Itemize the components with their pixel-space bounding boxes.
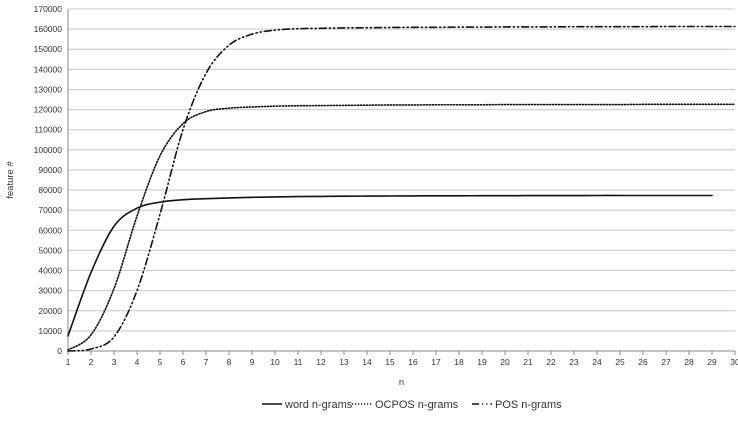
x-tick-label: 18 [454,357,464,367]
y-tick-label: 30000 [38,286,62,296]
x-tick-label: 29 [707,357,717,367]
series-line-word-n-grams [67,194,713,337]
y-tick-label: 40000 [38,266,62,276]
series-line-pos-n-grams [67,25,736,352]
y-axis-title: feature # [5,161,16,199]
x-tick-label: 25 [615,357,625,367]
x-tick-label: 28 [684,357,694,367]
x-tick-label: 10 [270,357,280,367]
axis-labels: n feature # [5,161,404,388]
x-tick-label: 8 [227,357,232,367]
x-tick-label: 13 [339,357,349,367]
y-tick-label: 70000 [38,205,62,215]
y-tick-label: 130000 [34,84,63,94]
x-tick-label: 30 [730,357,738,367]
gridlines [68,8,735,352]
series-line-ocpos-n-grams [67,103,736,351]
x-tick-label: 14 [362,357,372,367]
y-tick-label: 10000 [38,326,62,336]
y-tick-label: 20000 [38,306,62,316]
y-tick-label: 140000 [34,64,63,74]
x-tick-label: 23 [569,357,579,367]
x-axis-title: n [399,377,404,388]
x-tick-label: 2 [89,357,94,367]
x-tick-label: 5 [158,357,163,367]
y-tick-label: 160000 [34,24,63,34]
x-tick-label: 19 [477,357,487,367]
x-tick-label: 20 [500,357,510,367]
y-tick-label: 170000 [34,4,63,14]
y-tick-label: 80000 [38,185,62,195]
x-tick-label: 16 [408,357,418,367]
x-tick-label: 1 [66,357,71,367]
legend-label: POS n-grams [495,399,562,411]
x-tick-label: 27 [661,357,671,367]
legend-label: word n-grams [284,399,353,411]
axes: 0 10000 20000 30000 40000 50000 60000 70000 8000… [34,4,738,367]
x-tick-label: 3 [112,357,117,367]
y-tick-label: 50000 [38,245,62,255]
x-tick-label: 11 [294,357,303,367]
x-tick-label: 15 [385,357,395,367]
x-tick-label: 9 [250,357,255,367]
x-tick-label: 21 [523,357,533,367]
y-tick-label: 120000 [34,105,63,115]
x-tick-label: 22 [546,357,556,367]
x-tick-label: 6 [181,357,186,367]
series-lines [67,25,736,352]
y-tick-label: 110000 [34,125,62,135]
x-tick-label: 17 [431,357,441,367]
x-tick-label: 24 [592,357,602,367]
x-tick-label: 7 [204,357,209,367]
x-tick-label: 4 [135,357,140,367]
y-tick-label: 90000 [38,165,62,175]
y-tick-label: 0 [57,346,62,356]
legend-label: OCPOS n-grams [375,399,459,411]
x-tick-label: 12 [316,357,326,367]
y-tick-label: 150000 [34,44,63,54]
y-tick-label: 100000 [34,145,63,155]
legend: word n-grams OCPOS n-grams POS n-grams [262,399,562,411]
y-tick-label: 60000 [38,225,62,235]
x-tick-label: 26 [638,357,648,367]
